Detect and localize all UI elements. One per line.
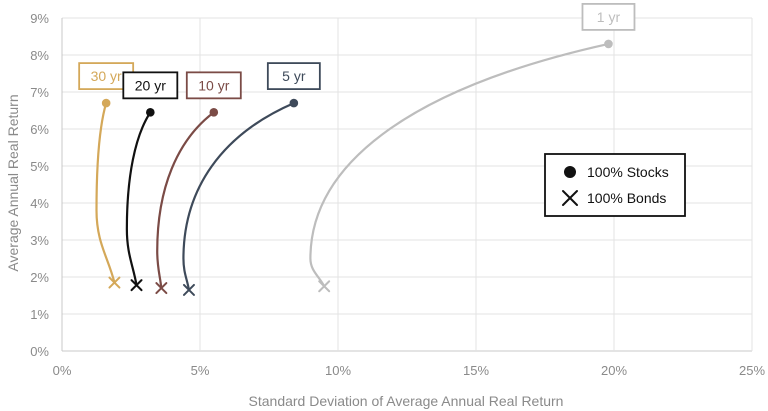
stocks-point-10-yr <box>209 108 219 117</box>
frontier-curve-1-yr <box>309 42 610 288</box>
series-label-box-1-yr <box>581 2 636 31</box>
series-label-30-yr: 30 yr <box>91 68 122 84</box>
legend-stocks-marker <box>564 166 576 178</box>
y-tick-label: 4% <box>30 196 49 211</box>
stocks-point-30-yr <box>101 98 111 108</box>
frontier-curve-5-yr <box>182 102 295 292</box>
legend-bonds-marker <box>562 190 578 206</box>
legend-bonds-label: 100% Bonds <box>587 190 666 206</box>
y-tick-label: 7% <box>30 85 49 100</box>
legend-box <box>544 153 686 217</box>
series-label-5-yr: 5 yr <box>282 68 306 84</box>
bonds-marker-stroke <box>108 276 121 289</box>
bonds-point-20-yr <box>130 279 143 292</box>
stocks-point-5-yr <box>289 98 299 108</box>
stocks-point-20-yr <box>146 108 155 117</box>
x-tick-label: 15% <box>463 363 489 378</box>
series-curves <box>95 42 610 292</box>
bonds-marker-stroke <box>130 279 143 292</box>
x-tick-labels: 0% 5% 10% 15% 20% 25% <box>53 363 766 378</box>
bonds-point-30-yr <box>108 276 121 289</box>
x-tick-label: 10% <box>325 363 351 378</box>
series-label-box-20-yr <box>122 71 179 100</box>
bonds-marker-stroke <box>318 280 331 293</box>
series-label-1-yr: 1 yr <box>597 9 621 25</box>
series-markers <box>101 39 613 296</box>
y-tick-label: 8% <box>30 48 49 63</box>
frontier-curve-10-yr <box>156 111 215 290</box>
y-tick-label: 0% <box>30 344 49 359</box>
frontier-curve-30-yr <box>95 102 116 284</box>
series-label-10-yr: 10 yr <box>198 77 229 93</box>
series-labels: 30 yr 20 yr 10 yr 5 yr 1 yr <box>78 2 636 100</box>
x-tick-label: 20% <box>601 363 627 378</box>
bonds-point-10-yr <box>155 282 168 295</box>
x-tick-label: 25% <box>739 363 765 378</box>
series-label-20-yr: 20 yr <box>135 77 166 93</box>
bonds-marker-stroke <box>182 283 195 296</box>
y-tick-label: 6% <box>30 122 49 137</box>
bonds-marker-stroke <box>155 282 168 295</box>
legend-stocks-label: 100% Stocks <box>587 164 669 180</box>
y-tick-label: 3% <box>30 233 49 248</box>
y-tick-labels: 0% 1% 2% 3% 4% 5% 6% 7% 8% 9% <box>30 11 49 359</box>
x-axis-title: Standard Deviation of Average Annual Rea… <box>249 393 564 409</box>
y-axis-title: Average Annual Real Return <box>5 94 21 271</box>
y-tick-label: 1% <box>30 307 49 322</box>
series-label-box-10-yr <box>185 71 242 100</box>
series-label-box-5-yr <box>266 62 321 90</box>
y-tick-label: 9% <box>30 11 49 26</box>
frontier-curve-20-yr <box>125 111 152 287</box>
x-tick-label: 0% <box>53 363 72 378</box>
y-tick-label: 2% <box>30 270 49 285</box>
y-tick-label: 5% <box>30 159 49 174</box>
x-tick-label: 5% <box>191 363 210 378</box>
bonds-point-5-yr <box>182 283 195 296</box>
stocks-point-1-yr <box>604 39 613 49</box>
bonds-point-1-yr <box>318 280 331 293</box>
legend: 100% Stocks 100% Bonds <box>544 153 686 217</box>
